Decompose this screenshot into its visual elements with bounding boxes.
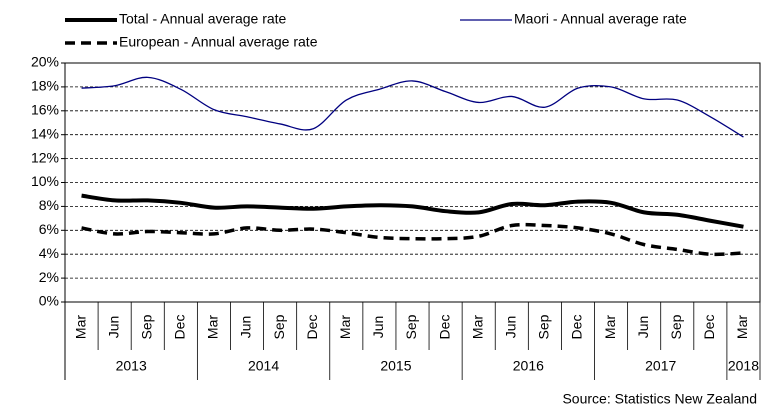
series-line — [81, 76, 744, 138]
x-tick-label: Mar — [734, 315, 750, 339]
y-tick-label: 18% — [31, 78, 59, 94]
x-tick-label: Sep — [668, 314, 684, 339]
x-tick-label: Mar — [205, 315, 221, 339]
x-tick-label: Mar — [469, 315, 485, 339]
y-tick-label: 2% — [39, 269, 59, 285]
x-tick-label: Sep — [536, 314, 552, 339]
x-tick-label: Jun — [105, 316, 121, 339]
series-line — [81, 193, 744, 229]
x-tick-label: Dec — [172, 315, 188, 340]
x-tick-label: Mar — [602, 315, 618, 339]
y-tick-label: 6% — [39, 221, 59, 237]
y-tick-label: 12% — [31, 149, 59, 165]
y-tick-label: 8% — [39, 197, 59, 213]
y-tick-label: 0% — [39, 293, 59, 309]
source: Source: Statistics New Zealand — [562, 391, 757, 407]
x-tick-label: Jun — [238, 316, 254, 339]
y-tick-label: 14% — [31, 125, 59, 141]
x-tick-label: Dec — [436, 315, 452, 340]
year-label: 2017 — [645, 358, 676, 374]
series-line — [81, 222, 744, 257]
year-label: 2015 — [380, 358, 411, 374]
year-label: 2016 — [513, 358, 544, 374]
plot-border — [64, 62, 761, 303]
x-tick-label: Sep — [271, 314, 287, 339]
y-tick-label: 4% — [39, 245, 59, 261]
year-label: 2014 — [248, 358, 279, 374]
year-label: 2018 — [728, 358, 759, 374]
x-tick-label: Jun — [502, 316, 518, 339]
x-tick-label: Sep — [403, 314, 419, 339]
x-tick-label: Jun — [370, 316, 386, 339]
year-label: 2013 — [116, 358, 147, 374]
x-tick-label: Dec — [701, 315, 717, 340]
y-tick-label: 10% — [31, 173, 59, 189]
x-tick-label: Mar — [337, 315, 353, 339]
x-tick-label: Mar — [72, 315, 88, 339]
x-tick-label: Jun — [635, 316, 651, 339]
x-tick-label: Dec — [569, 315, 585, 340]
y-tick-label: 16% — [31, 102, 59, 118]
legend-label: Maori - Annual average rate — [514, 11, 687, 27]
legend-label: Total - Annual average rate — [119, 11, 287, 27]
x-tick-label: Sep — [138, 314, 154, 339]
legend-label: European - Annual average rate — [119, 34, 318, 50]
y-tick-label: 20% — [31, 54, 59, 70]
x-tick-label: Dec — [304, 315, 320, 340]
